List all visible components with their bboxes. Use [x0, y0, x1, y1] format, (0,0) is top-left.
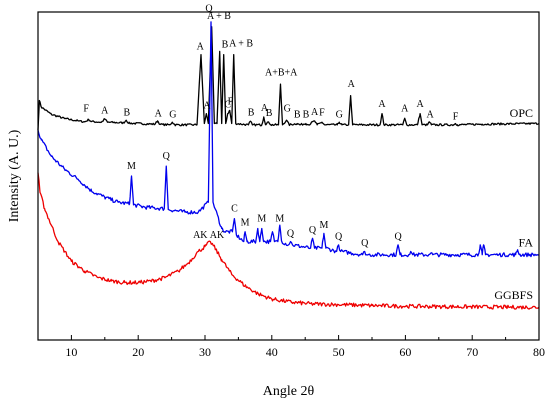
x-tick-label: 40 [266, 345, 278, 359]
peak-label: Q [361, 238, 369, 249]
peak-label: G [336, 110, 343, 121]
peak-label: A + B [229, 39, 253, 50]
series-labels: OPC FA GGBFS [494, 106, 533, 302]
peak-label: M [257, 214, 266, 225]
peak-label: A [311, 107, 319, 118]
peak-label: F [83, 104, 89, 115]
x-tick-label: 70 [466, 345, 478, 359]
x-tick-label: 20 [132, 345, 144, 359]
peak-label: A+B+A [265, 68, 298, 79]
peak-label: A [401, 104, 409, 115]
series-line-ggbfs [37, 172, 540, 310]
peak-label: AK [193, 230, 208, 241]
peak-label: Q [394, 232, 402, 243]
x-tick-label: 80 [533, 345, 545, 359]
peak-label: A [261, 103, 269, 114]
peak-label: Q [163, 151, 171, 162]
peak-label: M [127, 161, 136, 172]
peak-label: C [231, 204, 238, 215]
plot-frame [37, 11, 540, 341]
plot-area [37, 21, 540, 310]
peak-label: B [266, 108, 273, 119]
x-tick-label: 10 [65, 345, 77, 359]
peak-label: B [248, 108, 255, 119]
y-axis-title: Intensity (A. U.) [7, 129, 22, 222]
peak-label: Q [309, 225, 317, 236]
peak-label: M [275, 214, 284, 225]
peak-label: B [294, 110, 301, 121]
peak-label: G [284, 104, 291, 115]
peak-label: B [123, 108, 130, 119]
peak-label: A [101, 105, 109, 116]
peak-label: A [348, 79, 356, 90]
peak-label: A + B [207, 11, 231, 22]
peak-label: A [378, 99, 386, 110]
peak-label: G [169, 110, 176, 121]
peak-label: Q [287, 228, 295, 239]
x-tick-label: 30 [199, 345, 211, 359]
peak-label: B [303, 110, 310, 121]
x-tick-label: 60 [399, 345, 411, 359]
peak-label: C [224, 100, 231, 111]
peak-label: M [241, 218, 250, 229]
peak-label: AK [210, 230, 225, 241]
peak-label: M [319, 220, 328, 231]
series-line-opc [37, 26, 540, 131]
peak-label: Q [335, 232, 343, 243]
peak-label: Q [205, 4, 213, 15]
series-label-opc: OPC [510, 106, 533, 120]
x-axis: 10 20 30 40 50 60 70 80 [37, 335, 545, 359]
peak-label: A [426, 109, 434, 120]
peak-label: A [203, 100, 211, 111]
peak-label: A [197, 41, 205, 52]
peak-label: A [416, 99, 424, 110]
x-axis-title: Angle 2θ [263, 384, 315, 399]
peak-label: F [453, 112, 459, 123]
peak-label: B [222, 40, 229, 51]
peak-label: F [319, 108, 325, 119]
series-label-ggbfs: GGBFS [494, 288, 533, 302]
peak-label: A [155, 109, 163, 120]
series-line-fa [37, 21, 540, 258]
peak-label: F [228, 97, 234, 108]
series-label-fa: FA [519, 236, 534, 250]
x-tick-label: 50 [333, 345, 345, 359]
